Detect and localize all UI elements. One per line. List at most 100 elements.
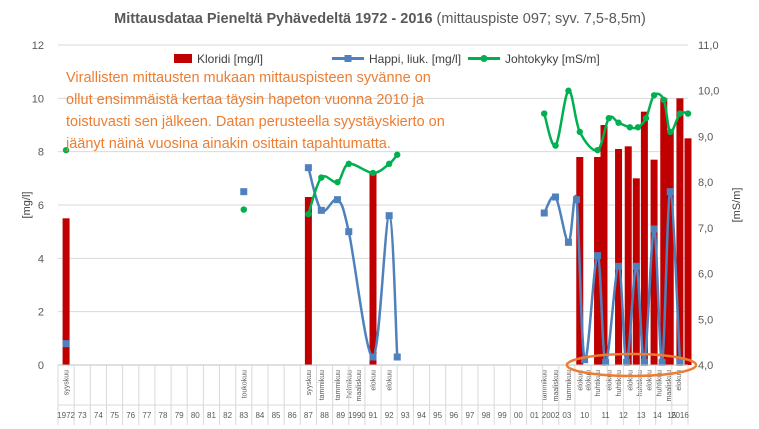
y-tick-label: 12 <box>32 40 44 52</box>
happi-point <box>333 196 341 204</box>
happi-point <box>552 193 560 201</box>
y-tick-label: 0 <box>38 360 44 372</box>
year-label: 93 <box>401 411 410 420</box>
category-label: maaliskuu <box>356 370 363 402</box>
johtokyky-point <box>318 174 325 181</box>
legend-marker-johtokyky <box>480 55 488 62</box>
happi-point <box>62 340 70 348</box>
kloridi-bar <box>640 111 648 366</box>
category-label: elokuu <box>585 370 592 391</box>
happi-point <box>602 358 610 366</box>
year-label: 87 <box>304 411 313 420</box>
category-label: elokuu <box>371 370 378 391</box>
x-axis-categories: syyskuu toukokuu syyskuu tammikuu tammikuu he… <box>64 370 683 402</box>
category-label: syyskuu <box>306 370 313 395</box>
year-label: 10 <box>580 411 589 420</box>
legend-label-happi: Happi, liuk. [mg/l] <box>369 52 461 66</box>
kloridi-bar <box>615 149 623 365</box>
legend-swatch-kloridi <box>174 54 192 63</box>
category-label: elokuu <box>647 370 654 391</box>
y2-tick-label: 11,0 <box>698 40 719 52</box>
kloridi-bar <box>666 130 674 365</box>
johtokyky-point <box>605 114 613 122</box>
category-label: huhtikuu <box>595 370 602 397</box>
johtokyky-point <box>305 210 312 218</box>
category-label: tammikuu <box>335 370 342 400</box>
y2-tick-label: 8,0 <box>698 177 713 189</box>
happi-point <box>650 225 658 233</box>
year-label: 1972 <box>57 411 75 420</box>
year-label: 85 <box>272 411 281 420</box>
y2-tick-label: 10,0 <box>698 86 719 98</box>
category-label: huhtikuu <box>637 370 644 397</box>
year-label: 79 <box>175 411 184 420</box>
annotation-line-1: Virallisten mittausten mukaan mittauspis… <box>66 70 431 86</box>
annotation-line-3: toistuvasti sen jälkeen. Datan perusteel… <box>66 114 445 130</box>
annotation-line-4: jäänyt näinä vuosina ainakin osittain ta… <box>65 136 391 152</box>
y2-tick-label: 6,0 <box>698 269 713 281</box>
year-label: 92 <box>385 411 394 420</box>
year-label: 74 <box>94 411 103 420</box>
category-label: elokuu <box>627 370 634 391</box>
chart-title: Mittausdataa Pieneltä Pyhävedeltä 1972 -… <box>114 11 646 27</box>
year-label: 1990 <box>348 411 366 420</box>
johtokyky-point <box>240 206 247 213</box>
category-label: huhtikuu <box>656 370 663 397</box>
highlight-ellipse-shape <box>565 352 698 378</box>
johtokyky-point <box>345 160 352 168</box>
year-label: 83 <box>239 411 248 420</box>
y2-tick-label: 5,0 <box>698 314 713 326</box>
y-axis-title: [mg/l] <box>21 192 33 219</box>
category-label: tammikuu <box>542 370 549 400</box>
happi-point <box>240 188 248 196</box>
happi-point <box>581 356 589 364</box>
happi-point <box>615 262 623 270</box>
y-axis-ticks: 0 2 4 6 8 10 12 <box>32 40 44 372</box>
happi-point <box>369 353 377 361</box>
y2-axis-ticks: 4,0 5,0 6,0 7,0 8,0 9,0 10,0 11,0 <box>698 40 719 372</box>
y-tick-label: 6 <box>38 200 44 212</box>
happi-point <box>658 358 666 366</box>
johtokyky-point <box>594 146 601 154</box>
johtokyky-point <box>541 110 548 117</box>
year-label: 00 <box>514 411 523 420</box>
johtokyky-point <box>369 169 377 177</box>
year-label: 78 <box>159 411 168 420</box>
happi-point <box>304 164 312 172</box>
happi-point <box>564 238 572 246</box>
kloridi-bar <box>632 178 640 365</box>
johtokyky-series <box>62 87 692 218</box>
kloridi-bar <box>62 218 70 365</box>
johtokyky-point <box>565 87 572 94</box>
kloridi-bar <box>684 138 692 365</box>
happi-point <box>393 353 401 361</box>
year-label: 94 <box>417 411 426 420</box>
year-label: 81 <box>207 411 216 420</box>
happi-point <box>540 209 548 217</box>
happi-point <box>573 196 581 204</box>
johtokyky-point <box>676 110 684 117</box>
kloridi-bar <box>650 159 658 365</box>
category-label: tammikuu <box>566 370 573 400</box>
legend: Kloridi [mg/l] Happi, liuk. [mg/l] Johto… <box>174 52 600 66</box>
year-label: 12 <box>619 411 628 420</box>
chart-title-sub: (mittauspiste 097; syv. 7,5-8,5m) <box>433 11 646 27</box>
happi-point <box>666 188 674 196</box>
year-label: 86 <box>288 411 297 420</box>
category-label: maaliskuu <box>666 370 673 402</box>
category-label: maaliskuu <box>553 370 560 402</box>
year-label: 11 <box>601 411 610 420</box>
happi-point <box>385 212 393 220</box>
category-label: elokuu <box>676 370 683 391</box>
year-label: 82 <box>223 411 232 420</box>
highlight-ellipse <box>565 352 698 378</box>
johtokyky-point <box>626 124 634 131</box>
category-label: toukokuu <box>241 370 248 399</box>
year-label: 84 <box>255 411 264 420</box>
johtokyky-point <box>634 124 642 131</box>
category-label: tammikuu <box>319 370 326 400</box>
happi-point <box>632 262 640 270</box>
year-label: 14 <box>653 411 662 420</box>
johtokyky-point <box>684 110 692 117</box>
